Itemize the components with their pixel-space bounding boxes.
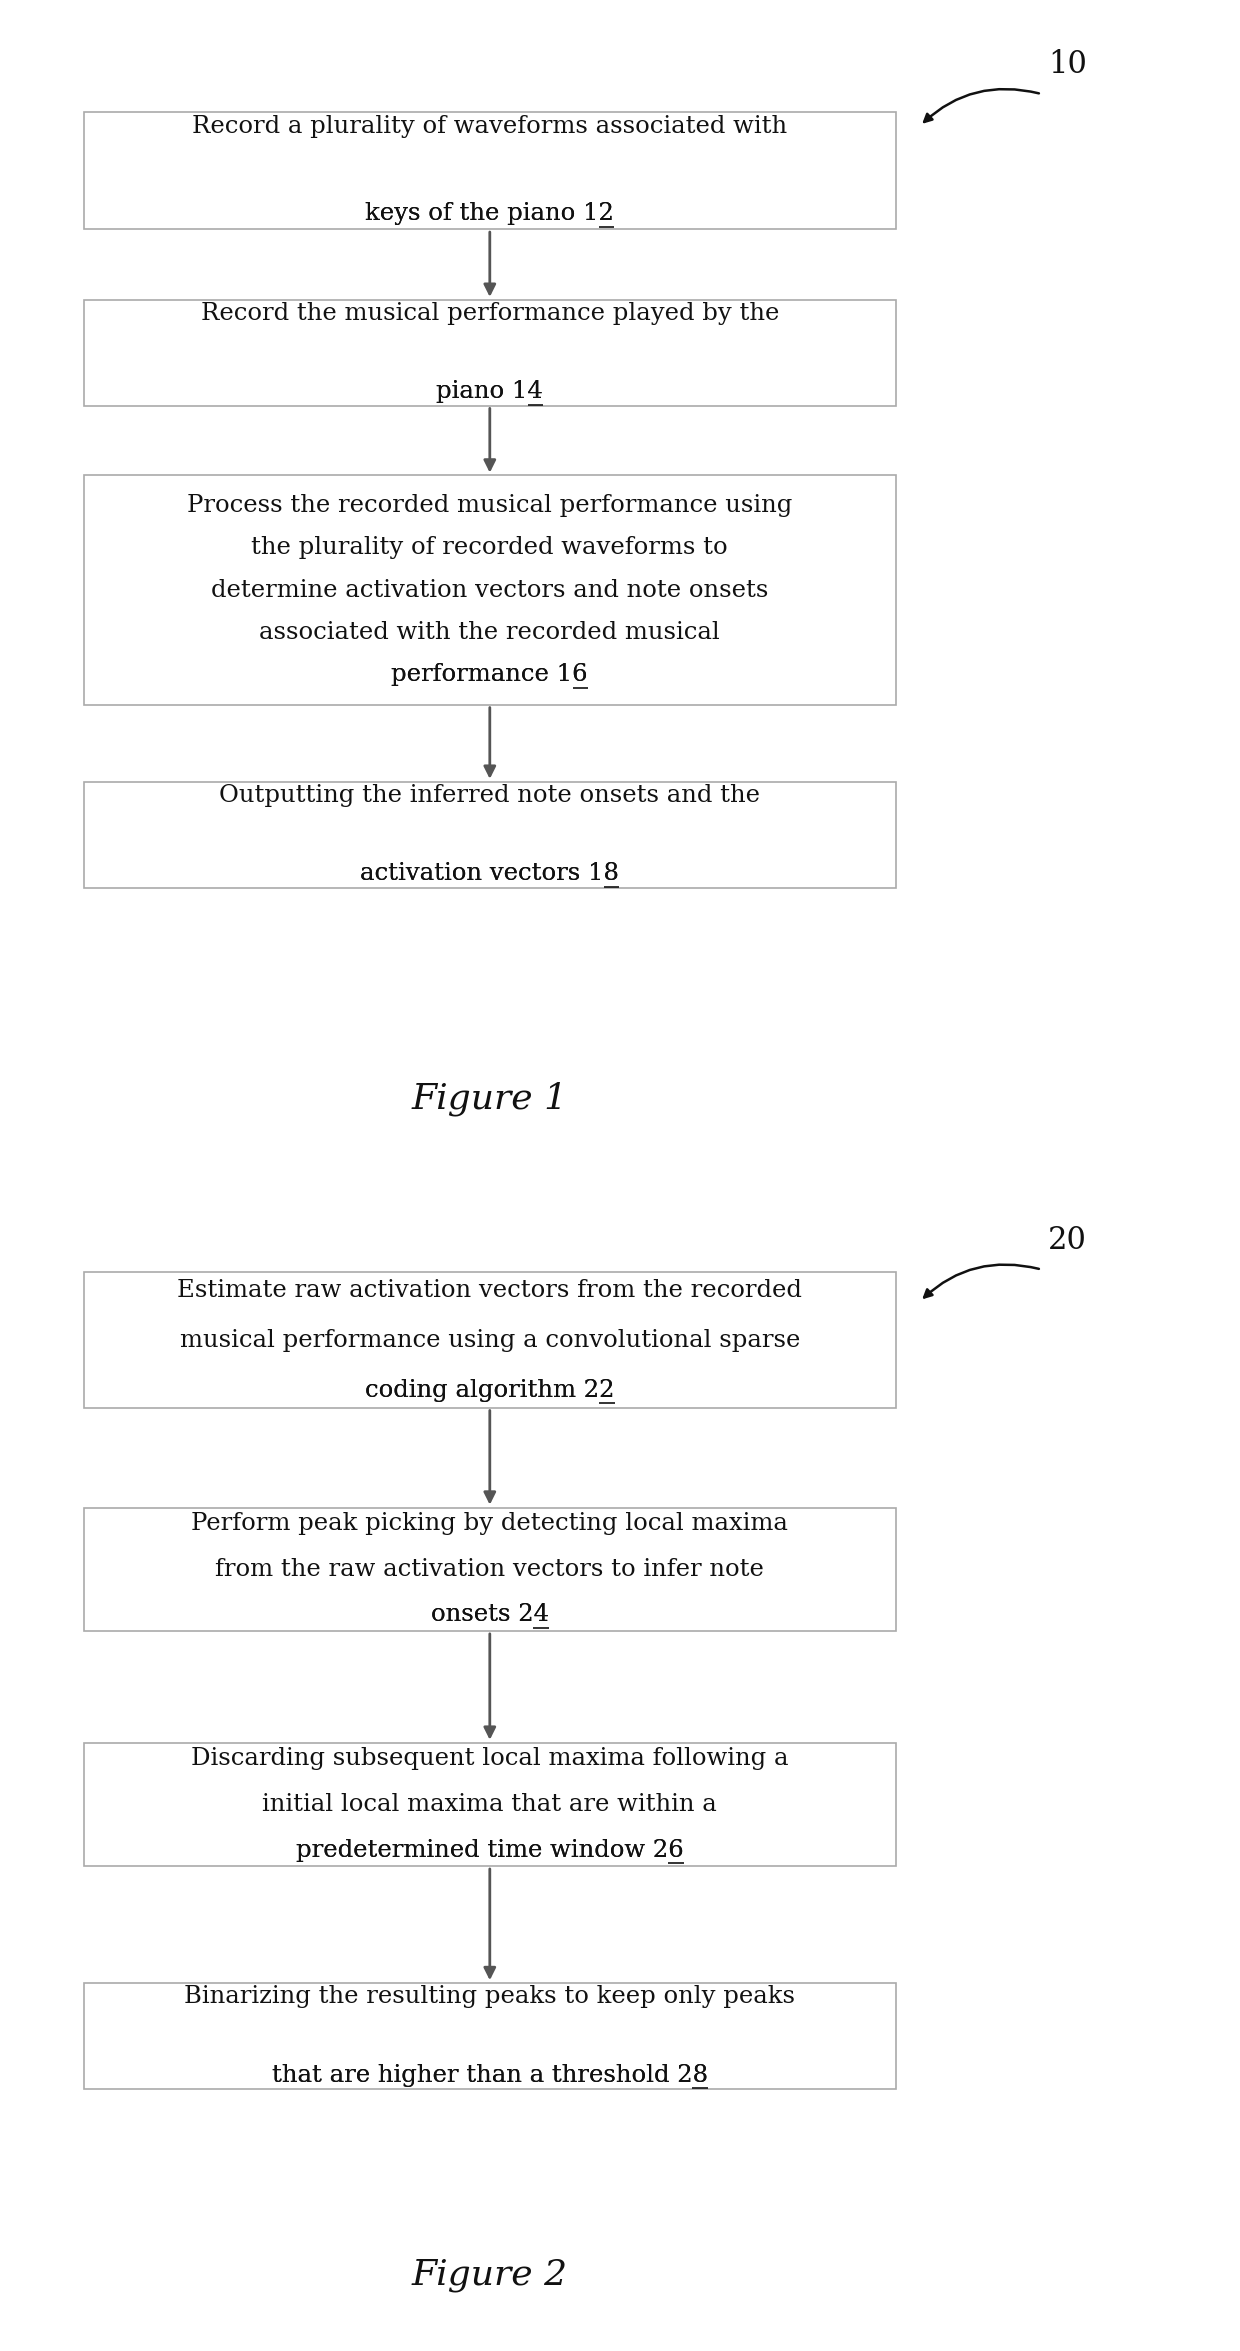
FancyBboxPatch shape <box>84 299 895 404</box>
FancyBboxPatch shape <box>84 781 895 889</box>
Text: that are higher than a threshold 28: that are higher than a threshold 28 <box>272 2064 708 2088</box>
Text: Discarding subsequent local maxima following a: Discarding subsequent local maxima follo… <box>191 1747 789 1770</box>
Text: that are higher than a threshold 28: that are higher than a threshold 28 <box>272 2064 708 2088</box>
Text: musical performance using a convolutional sparse: musical performance using a convolutiona… <box>180 1328 800 1352</box>
FancyBboxPatch shape <box>84 1982 895 2088</box>
Text: performance 16: performance 16 <box>392 663 588 686</box>
Text: activation vectors 18: activation vectors 18 <box>361 863 619 886</box>
Text: Record the musical performance played by the: Record the musical performance played by… <box>201 301 779 324</box>
FancyBboxPatch shape <box>84 110 895 228</box>
Text: onsets 24: onsets 24 <box>430 1603 549 1627</box>
Text: keys of the piano 12: keys of the piano 12 <box>366 202 614 226</box>
Text: piano 14: piano 14 <box>436 381 543 404</box>
Text: piano 14: piano 14 <box>436 381 543 404</box>
Text: activation vectors 18: activation vectors 18 <box>361 863 619 886</box>
Text: initial local maxima that are within a: initial local maxima that are within a <box>263 1794 717 1815</box>
Text: Estimate raw activation vectors from the recorded: Estimate raw activation vectors from the… <box>177 1279 802 1302</box>
Text: keys of the piano 12: keys of the piano 12 <box>366 202 614 226</box>
FancyBboxPatch shape <box>84 1507 895 1632</box>
Text: associated with the recorded musical: associated with the recorded musical <box>259 621 720 644</box>
Text: 20: 20 <box>1048 1225 1086 1255</box>
Text: performance 16: performance 16 <box>392 663 588 686</box>
Text: coding algorithm 22: coding algorithm 22 <box>365 1378 615 1401</box>
Text: 10: 10 <box>1048 49 1086 80</box>
Text: Perform peak picking by detecting local maxima: Perform peak picking by detecting local … <box>191 1512 789 1535</box>
Text: predetermined time window 26: predetermined time window 26 <box>296 1838 683 1862</box>
Text: onsets 24: onsets 24 <box>430 1603 549 1627</box>
Text: from the raw activation vectors to infer note: from the raw activation vectors to infer… <box>216 1559 764 1580</box>
Text: coding algorithm 22: coding algorithm 22 <box>365 1378 615 1401</box>
Text: Binarizing the resulting peaks to keep only peaks: Binarizing the resulting peaks to keep o… <box>185 1984 795 2008</box>
FancyBboxPatch shape <box>84 475 895 705</box>
Text: the plurality of recorded waveforms to: the plurality of recorded waveforms to <box>252 536 728 560</box>
Text: Figure 1: Figure 1 <box>412 1081 568 1117</box>
Text: determine activation vectors and note onsets: determine activation vectors and note on… <box>211 578 769 602</box>
Text: Outputting the inferred note onsets and the: Outputting the inferred note onsets and … <box>219 783 760 806</box>
FancyBboxPatch shape <box>84 1272 895 1408</box>
FancyBboxPatch shape <box>84 1742 895 1867</box>
Text: predetermined time window 26: predetermined time window 26 <box>296 1838 683 1862</box>
Text: Figure 2: Figure 2 <box>412 2257 568 2292</box>
Text: Record a plurality of waveforms associated with: Record a plurality of waveforms associat… <box>192 115 787 139</box>
Text: Process the recorded musical performance using: Process the recorded musical performance… <box>187 494 792 517</box>
